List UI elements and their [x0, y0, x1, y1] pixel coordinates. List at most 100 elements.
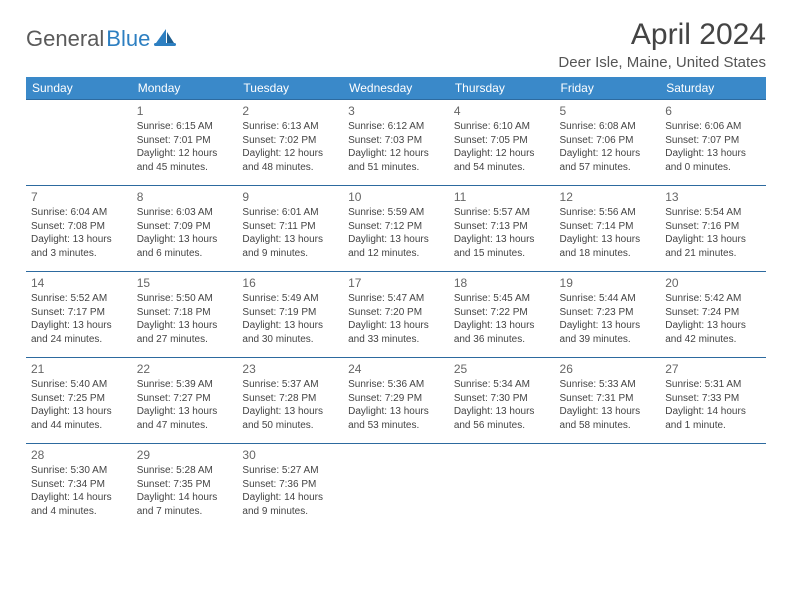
daylight-line: Daylight: 13 hours and 3 minutes. [31, 233, 127, 260]
sunrise-line: Sunrise: 6:08 AM [560, 120, 656, 134]
calendar-cell: 24Sunrise: 5:36 AMSunset: 7:29 PMDayligh… [343, 358, 449, 444]
weekday-header: Thursday [449, 77, 555, 100]
calendar-cell [449, 444, 555, 530]
calendar-cell: 1Sunrise: 6:15 AMSunset: 7:01 PMDaylight… [132, 100, 238, 186]
sunrise-line: Sunrise: 5:57 AM [454, 206, 550, 220]
daylight-line: Daylight: 13 hours and 39 minutes. [560, 319, 656, 346]
calendar-cell [660, 444, 766, 530]
daylight-line: Daylight: 14 hours and 9 minutes. [242, 491, 338, 518]
calendar-row: 21Sunrise: 5:40 AMSunset: 7:25 PMDayligh… [26, 358, 766, 444]
weekday-header: Saturday [660, 77, 766, 100]
day-number: 12 [560, 189, 656, 205]
daylight-line: Daylight: 13 hours and 50 minutes. [242, 405, 338, 432]
sunset-line: Sunset: 7:20 PM [348, 306, 444, 320]
title-block: April 2024 Deer Isle, Maine, United Stat… [558, 18, 766, 71]
calendar-cell: 9Sunrise: 6:01 AMSunset: 7:11 PMDaylight… [237, 186, 343, 272]
day-number: 24 [348, 361, 444, 377]
daylight-line: Daylight: 13 hours and 12 minutes. [348, 233, 444, 260]
weekday-header: Monday [132, 77, 238, 100]
daylight-line: Daylight: 13 hours and 58 minutes. [560, 405, 656, 432]
day-number: 4 [454, 103, 550, 119]
daylight-line: Daylight: 13 hours and 15 minutes. [454, 233, 550, 260]
day-number: 16 [242, 275, 338, 291]
daylight-line: Daylight: 13 hours and 36 minutes. [454, 319, 550, 346]
sunset-line: Sunset: 7:19 PM [242, 306, 338, 320]
calendar-cell: 25Sunrise: 5:34 AMSunset: 7:30 PMDayligh… [449, 358, 555, 444]
day-number: 5 [560, 103, 656, 119]
daylight-line: Daylight: 13 hours and 18 minutes. [560, 233, 656, 260]
sunset-line: Sunset: 7:23 PM [560, 306, 656, 320]
calendar-cell: 7Sunrise: 6:04 AMSunset: 7:08 PMDaylight… [26, 186, 132, 272]
calendar-cell: 15Sunrise: 5:50 AMSunset: 7:18 PMDayligh… [132, 272, 238, 358]
sunrise-line: Sunrise: 6:01 AM [242, 206, 338, 220]
day-number: 11 [454, 189, 550, 205]
sunset-line: Sunset: 7:02 PM [242, 134, 338, 148]
sunrise-line: Sunrise: 5:28 AM [137, 464, 233, 478]
sunset-line: Sunset: 7:03 PM [348, 134, 444, 148]
weekday-header: Friday [555, 77, 661, 100]
sunrise-line: Sunrise: 5:54 AM [665, 206, 761, 220]
sunrise-line: Sunrise: 5:37 AM [242, 378, 338, 392]
daylight-line: Daylight: 13 hours and 44 minutes. [31, 405, 127, 432]
calendar-page: GeneralBlue April 2024 Deer Isle, Maine,… [0, 0, 792, 550]
daylight-line: Daylight: 13 hours and 47 minutes. [137, 405, 233, 432]
sunrise-line: Sunrise: 5:33 AM [560, 378, 656, 392]
brand-part1: General [26, 26, 104, 52]
day-number: 8 [137, 189, 233, 205]
calendar-cell: 2Sunrise: 6:13 AMSunset: 7:02 PMDaylight… [237, 100, 343, 186]
calendar-cell: 23Sunrise: 5:37 AMSunset: 7:28 PMDayligh… [237, 358, 343, 444]
month-title: April 2024 [558, 18, 766, 52]
sunrise-line: Sunrise: 6:12 AM [348, 120, 444, 134]
calendar-cell: 29Sunrise: 5:28 AMSunset: 7:35 PMDayligh… [132, 444, 238, 530]
weekday-header: Tuesday [237, 77, 343, 100]
day-number: 10 [348, 189, 444, 205]
calendar-cell: 22Sunrise: 5:39 AMSunset: 7:27 PMDayligh… [132, 358, 238, 444]
calendar-cell: 18Sunrise: 5:45 AMSunset: 7:22 PMDayligh… [449, 272, 555, 358]
calendar-cell: 11Sunrise: 5:57 AMSunset: 7:13 PMDayligh… [449, 186, 555, 272]
sunrise-line: Sunrise: 5:47 AM [348, 292, 444, 306]
calendar-cell: 5Sunrise: 6:08 AMSunset: 7:06 PMDaylight… [555, 100, 661, 186]
location-text: Deer Isle, Maine, United States [558, 54, 766, 71]
daylight-line: Daylight: 12 hours and 57 minutes. [560, 147, 656, 174]
sunrise-line: Sunrise: 6:15 AM [137, 120, 233, 134]
daylight-line: Daylight: 13 hours and 9 minutes. [242, 233, 338, 260]
daylight-line: Daylight: 14 hours and 1 minute. [665, 405, 761, 432]
weekday-header: Wednesday [343, 77, 449, 100]
sail-icon [154, 27, 178, 52]
sunrise-line: Sunrise: 5:27 AM [242, 464, 338, 478]
daylight-line: Daylight: 13 hours and 33 minutes. [348, 319, 444, 346]
sunrise-line: Sunrise: 5:30 AM [31, 464, 127, 478]
sunrise-line: Sunrise: 5:49 AM [242, 292, 338, 306]
calendar-cell [343, 444, 449, 530]
sunset-line: Sunset: 7:33 PM [665, 392, 761, 406]
sunrise-line: Sunrise: 5:52 AM [31, 292, 127, 306]
calendar-cell: 19Sunrise: 5:44 AMSunset: 7:23 PMDayligh… [555, 272, 661, 358]
sunrise-line: Sunrise: 5:45 AM [454, 292, 550, 306]
sunrise-line: Sunrise: 6:10 AM [454, 120, 550, 134]
day-number: 23 [242, 361, 338, 377]
sunset-line: Sunset: 7:36 PM [242, 478, 338, 492]
daylight-line: Daylight: 14 hours and 7 minutes. [137, 491, 233, 518]
sunset-line: Sunset: 7:16 PM [665, 220, 761, 234]
sunset-line: Sunset: 7:01 PM [137, 134, 233, 148]
daylight-line: Daylight: 12 hours and 48 minutes. [242, 147, 338, 174]
day-number: 27 [665, 361, 761, 377]
day-number: 13 [665, 189, 761, 205]
day-number: 9 [242, 189, 338, 205]
day-number: 29 [137, 447, 233, 463]
calendar-cell: 14Sunrise: 5:52 AMSunset: 7:17 PMDayligh… [26, 272, 132, 358]
sunset-line: Sunset: 7:08 PM [31, 220, 127, 234]
calendar-cell: 27Sunrise: 5:31 AMSunset: 7:33 PMDayligh… [660, 358, 766, 444]
sunrise-line: Sunrise: 6:13 AM [242, 120, 338, 134]
day-number: 7 [31, 189, 127, 205]
daylight-line: Daylight: 13 hours and 30 minutes. [242, 319, 338, 346]
sunset-line: Sunset: 7:07 PM [665, 134, 761, 148]
sunrise-line: Sunrise: 5:59 AM [348, 206, 444, 220]
daylight-line: Daylight: 13 hours and 24 minutes. [31, 319, 127, 346]
calendar-cell: 4Sunrise: 6:10 AMSunset: 7:05 PMDaylight… [449, 100, 555, 186]
sunset-line: Sunset: 7:35 PM [137, 478, 233, 492]
day-number: 1 [137, 103, 233, 119]
calendar-row: 1Sunrise: 6:15 AMSunset: 7:01 PM Daylight… [26, 100, 766, 186]
calendar-row: 7Sunrise: 6:04 AMSunset: 7:08 PMDaylight… [26, 186, 766, 272]
sunset-line: Sunset: 7:30 PM [454, 392, 550, 406]
